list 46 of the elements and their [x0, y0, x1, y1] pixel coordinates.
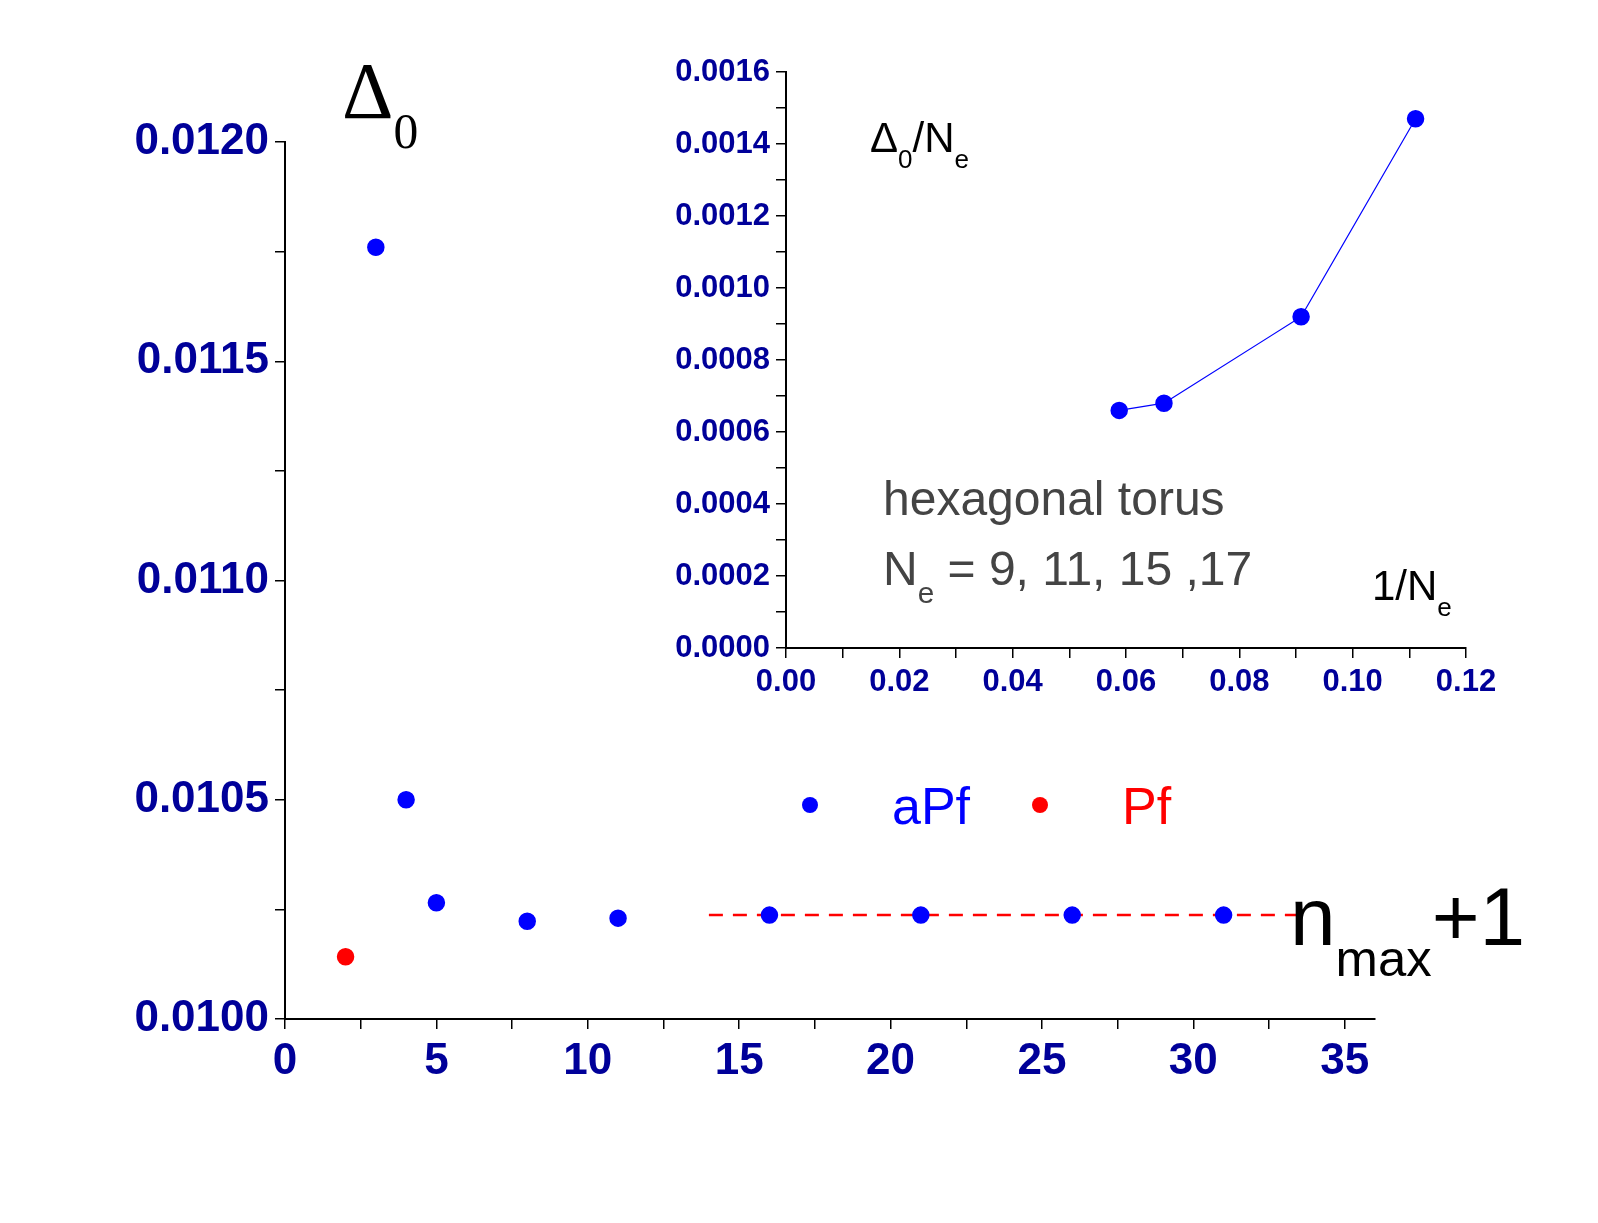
- x-tick-label: 0: [272, 1033, 298, 1083]
- y-tick-label: 0.0100: [134, 991, 269, 1041]
- point: [1110, 401, 1128, 420]
- x-tick-label: 0.02: [869, 663, 930, 699]
- y-tick-label: 0.0120: [134, 114, 269, 164]
- x-tick-label: 20: [866, 1033, 916, 1083]
- x-tick-label: 0.06: [1095, 663, 1157, 699]
- legend-label: Pf: [1122, 777, 1172, 835]
- y-tick-label: 0.0110: [136, 552, 269, 602]
- point: [336, 947, 355, 966]
- point: [760, 906, 779, 924]
- point: [1155, 394, 1173, 412]
- x-tick-label: 0.08: [1209, 663, 1270, 699]
- annotation: hexagonal torus: [883, 472, 1225, 525]
- point: [912, 906, 930, 924]
- point: [609, 909, 627, 927]
- point: [367, 238, 385, 256]
- x-tick-label: 0.10: [1322, 663, 1383, 699]
- y-tick-label: 0.0010: [675, 268, 770, 304]
- point: [1214, 906, 1233, 924]
- y-tick-label: 0.0016: [675, 52, 770, 88]
- y-tick-label: 0.0014: [675, 124, 771, 160]
- point: [427, 894, 446, 912]
- y-tick-label: 0.0008: [675, 340, 770, 376]
- y-tick-label: 0.0012: [675, 196, 770, 232]
- y-tick-label: 0.0002: [675, 556, 770, 592]
- x-tick-label: 15: [714, 1033, 764, 1083]
- y-tick-label: 0.0115: [136, 333, 269, 383]
- point: [1406, 110, 1425, 128]
- x-tick-label: 30: [1168, 1033, 1218, 1083]
- point: [397, 791, 415, 809]
- point: [518, 912, 536, 930]
- x-tick-label: 10: [563, 1033, 613, 1083]
- point: [1292, 308, 1310, 326]
- x-tick-label: 0.12: [1435, 663, 1497, 699]
- x-tick-label: 25: [1017, 1033, 1067, 1083]
- y-tick-label: 0.0105: [134, 771, 269, 821]
- x-tick-label: 35: [1320, 1033, 1370, 1083]
- x-tick-label: 0.04: [982, 663, 1044, 699]
- y-tick-label: 0.0004: [675, 484, 771, 520]
- x-tick-label: 0.00: [755, 663, 817, 699]
- x-tick-label: 5: [424, 1033, 449, 1083]
- point: [1063, 906, 1081, 924]
- y-tick-label: 0.0006: [675, 412, 770, 448]
- y-tick-label: 0.0000: [675, 628, 770, 664]
- legend-label: aPf: [892, 777, 971, 835]
